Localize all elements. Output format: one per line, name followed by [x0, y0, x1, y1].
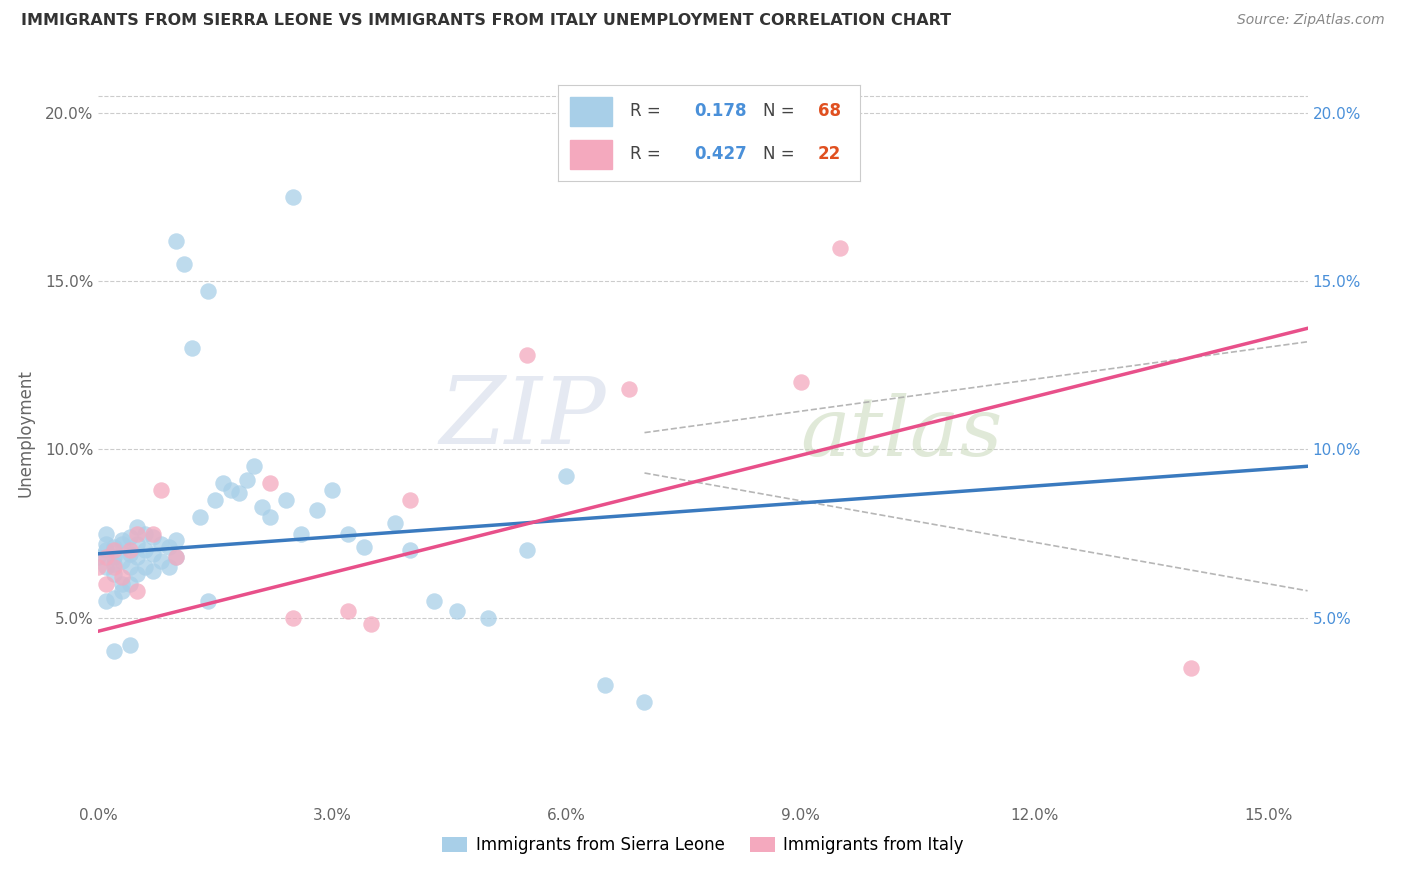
Point [617, 382, 640, 396]
Point [243, 459, 266, 474]
Point [188, 509, 211, 524]
Point [212, 476, 235, 491]
Point [219, 483, 242, 497]
Point [96, 594, 118, 608]
Point [228, 486, 250, 500]
Point [111, 570, 134, 584]
Point [87, 560, 110, 574]
Point [118, 530, 141, 544]
Point [235, 473, 257, 487]
Point [134, 543, 156, 558]
Point [259, 509, 281, 524]
Point [197, 285, 219, 299]
Legend: Immigrants from Sierra Leone, Immigrants from Italy: Immigrants from Sierra Leone, Immigrants… [436, 830, 970, 861]
Point [149, 536, 172, 550]
Point [142, 564, 165, 578]
Point [111, 583, 134, 598]
Point [290, 526, 312, 541]
Point [118, 577, 141, 591]
Point [337, 604, 360, 618]
Point [134, 526, 156, 541]
Point [252, 500, 274, 514]
Y-axis label: Unemployment: Unemployment [15, 368, 34, 497]
Point [118, 560, 141, 574]
Point [384, 516, 406, 531]
Point [360, 617, 382, 632]
Point [828, 240, 851, 254]
Point [127, 536, 149, 550]
Point [142, 530, 165, 544]
Point [103, 550, 125, 565]
Point [127, 583, 149, 598]
Point [149, 553, 172, 567]
Point [96, 550, 118, 565]
Point [103, 566, 125, 581]
Point [103, 644, 125, 658]
Point [127, 550, 149, 565]
Point [111, 577, 134, 591]
Point [142, 547, 165, 561]
Point [96, 560, 118, 574]
Point [633, 695, 655, 709]
Point [157, 540, 180, 554]
Point [165, 550, 187, 565]
Point [96, 543, 118, 558]
Text: Source: ZipAtlas.com: Source: ZipAtlas.com [1237, 13, 1385, 28]
Point [516, 543, 538, 558]
Point [127, 520, 149, 534]
Point [127, 526, 149, 541]
Point [103, 591, 125, 605]
Point [118, 547, 141, 561]
Text: atlas: atlas [800, 392, 1002, 473]
Point [337, 526, 360, 541]
Point [516, 348, 538, 362]
Point [305, 503, 328, 517]
Text: ZIP: ZIP [440, 373, 606, 463]
Point [399, 543, 422, 558]
Point [103, 557, 125, 571]
Point [197, 594, 219, 608]
Point [423, 594, 446, 608]
Point [142, 526, 165, 541]
Point [118, 543, 141, 558]
Point [103, 540, 125, 554]
Point [204, 492, 226, 507]
Point [87, 550, 110, 565]
Point [111, 533, 134, 548]
Point [181, 342, 204, 356]
Point [96, 536, 118, 550]
Point [173, 257, 195, 271]
Point [353, 540, 375, 554]
Point [789, 375, 811, 389]
Point [283, 190, 305, 204]
Point [111, 536, 134, 550]
Point [477, 610, 499, 624]
Point [96, 577, 118, 591]
Point [96, 526, 118, 541]
Point [274, 492, 297, 507]
Point [134, 560, 156, 574]
Point [595, 678, 617, 692]
Text: IMMIGRANTS FROM SIERRA LEONE VS IMMIGRANTS FROM ITALY UNEMPLOYMENT CORRELATION C: IMMIGRANTS FROM SIERRA LEONE VS IMMIGRAN… [21, 13, 952, 29]
Point [321, 483, 343, 497]
Point [555, 469, 578, 483]
Point [127, 566, 149, 581]
Point [446, 604, 468, 618]
Point [283, 610, 305, 624]
Point [399, 492, 422, 507]
Point [103, 543, 125, 558]
Point [165, 234, 187, 248]
Point [165, 550, 187, 565]
Point [103, 560, 125, 574]
Point [111, 553, 134, 567]
Point [1180, 661, 1202, 675]
Point [157, 560, 180, 574]
Point [165, 533, 187, 548]
Point [259, 476, 281, 491]
Point [118, 638, 141, 652]
Point [149, 483, 172, 497]
